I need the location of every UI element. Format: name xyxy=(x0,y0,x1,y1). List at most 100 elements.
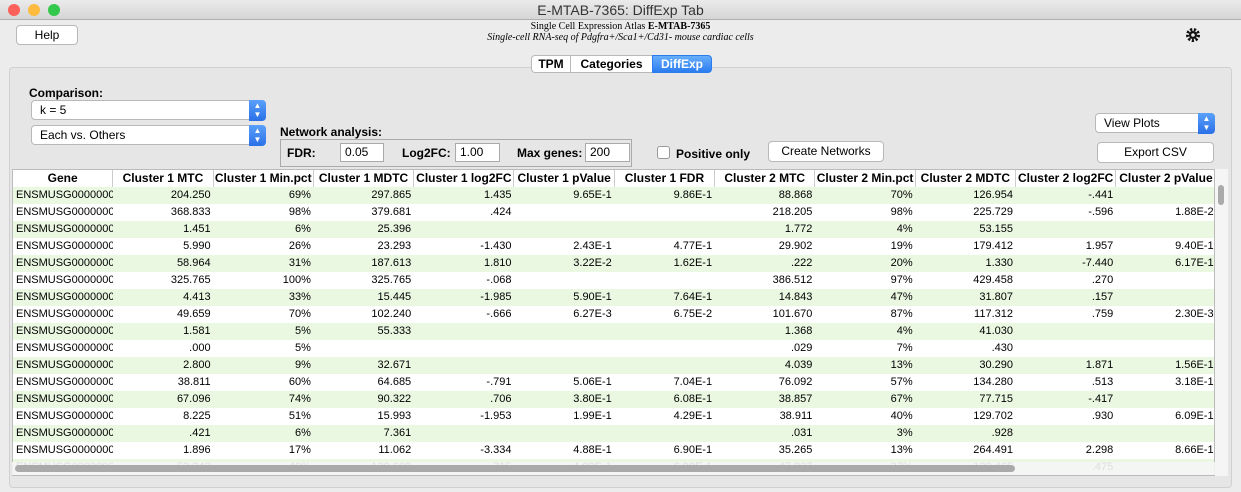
table-cell: 58.964 xyxy=(176,257,211,269)
table-cell: 102.240 xyxy=(371,308,412,320)
table-row xyxy=(13,238,1214,255)
table-cell: 76.092 xyxy=(778,376,813,388)
table-cell: 6.09E-1 xyxy=(1175,410,1214,422)
scroll-thumb[interactable] xyxy=(15,465,1015,472)
column-header: Cluster 2 log2FC xyxy=(1016,170,1117,187)
table-cell: 379.681 xyxy=(371,206,412,218)
table-cell: 70% xyxy=(890,189,913,201)
table-cell: 51% xyxy=(288,410,311,422)
table-cell: 53.155 xyxy=(979,223,1013,235)
table-cell: 32.671 xyxy=(377,359,412,371)
horizontal-scrollbar[interactable] xyxy=(12,462,1215,475)
table-cell: 98% xyxy=(890,206,913,218)
table-cell: 7.361 xyxy=(383,427,412,439)
table-cell: 9% xyxy=(294,359,311,371)
table-cell: 3% xyxy=(896,427,913,439)
header: Single Cell Expression Atlas E-MTAB-7365 xyxy=(0,21,1241,32)
help-button[interactable]: Help xyxy=(16,25,78,45)
table-cell: .031 xyxy=(790,427,813,439)
table-cell: 7.04E-1 xyxy=(673,376,713,388)
table-cell: 1.772 xyxy=(784,223,813,235)
table-cell: -7.440 xyxy=(1082,257,1114,269)
column-header: Cluster 2 pValue xyxy=(1116,170,1214,187)
table-cell: 6.75E-2 xyxy=(673,308,713,320)
fdr-label: FDR: xyxy=(287,146,316,160)
table-cell: 98% xyxy=(288,206,311,218)
table-cell: 1.871 xyxy=(1085,359,1114,371)
table-row xyxy=(13,187,1214,204)
table-cell: 1.62E-1 xyxy=(673,257,713,269)
tab[interactable]: TPM xyxy=(531,55,571,73)
table-cell: .029 xyxy=(790,342,813,354)
table-cell: 1.451 xyxy=(183,223,211,235)
close-button[interactable] xyxy=(8,4,20,16)
table-cell: 67.096 xyxy=(176,393,211,405)
fdr-input[interactable]: 0.05 xyxy=(340,143,384,162)
table-cell: 6.27E-3 xyxy=(573,308,612,320)
table-cell: ENSMUSG0000000... xyxy=(16,376,114,388)
minimize-button[interactable] xyxy=(28,4,40,16)
table-cell: ENSMUSG0000000... xyxy=(16,342,114,354)
table-cell: 70% xyxy=(288,308,311,320)
table-cell: 55.333 xyxy=(377,325,412,337)
table-cell: 77.715 xyxy=(979,393,1013,405)
create-networks-button[interactable]: Create Networks xyxy=(768,141,884,162)
mode-combo[interactable]: Each vs. Others ▲ ▼ xyxy=(31,125,266,146)
table-cell: ENSMUSG0000000... xyxy=(16,410,114,422)
table-cell: 60% xyxy=(288,376,311,388)
table-cell: 38.811 xyxy=(177,376,211,388)
zoom-button[interactable] xyxy=(48,4,60,16)
log2fc-input[interactable]: 1.00 xyxy=(455,143,500,162)
table-row xyxy=(13,340,1214,357)
table-cell: 100% xyxy=(282,274,311,286)
table-cell: 134.280 xyxy=(973,376,1013,388)
view-plots-combo[interactable]: View Plots ▲ ▼ xyxy=(1095,113,1215,134)
table-cell: 7.64E-1 xyxy=(673,291,713,303)
checkbox[interactable] xyxy=(657,146,670,159)
tab-selected[interactable]: DiffExp xyxy=(652,55,712,73)
table-cell: 187.613 xyxy=(371,257,412,269)
settings-icon[interactable] xyxy=(1185,27,1201,43)
table-cell: 11.062 xyxy=(378,444,412,456)
table-cell: 1.88E-2 xyxy=(1175,206,1214,218)
table-cell: 3.18E-1 xyxy=(1175,376,1214,388)
table-cell: ENSMUSG0000000... xyxy=(16,308,114,320)
scroll-thumb[interactable] xyxy=(1218,185,1224,205)
table-cell: 31.807 xyxy=(979,291,1013,303)
max-genes-input[interactable]: 200 xyxy=(585,143,630,162)
table-cell: 5% xyxy=(294,342,311,354)
table-cell: 101.670 xyxy=(772,308,813,320)
table-row xyxy=(13,255,1214,272)
table-cell: 2.43E-1 xyxy=(573,240,612,252)
combo-text: k = 5 xyxy=(40,103,67,117)
table-cell: 1.330 xyxy=(985,257,1013,269)
k-combo[interactable]: k = 5 ▲ ▼ xyxy=(31,100,266,121)
vertical-scrollbar[interactable] xyxy=(1215,169,1228,476)
export-csv-button[interactable]: Export CSV xyxy=(1097,142,1214,163)
table-cell: 26% xyxy=(288,240,311,252)
table-cell: ENSMUSG0000000... xyxy=(16,325,114,337)
table-cell: 35.265 xyxy=(778,444,813,456)
table-cell: 1.99E-1 xyxy=(573,410,612,422)
tab[interactable]: Categories xyxy=(570,55,653,73)
table-cell: ENSMUSG0000000... xyxy=(16,427,114,439)
window-title: E-MTAB-7365: DiffExp Tab xyxy=(537,2,704,18)
table-row xyxy=(13,272,1214,289)
table-row xyxy=(13,442,1214,459)
table-cell: 1.957 xyxy=(1085,240,1114,252)
accession: E-MTAB-7365 xyxy=(647,21,711,32)
table-cell: -.666 xyxy=(486,308,512,320)
table-cell: ENSMUSG0000000... xyxy=(16,359,114,371)
table-cell: -.596 xyxy=(1088,206,1114,218)
table-cell: 5.90E-1 xyxy=(573,291,612,303)
comparison-label: Comparison: xyxy=(29,86,104,100)
table-cell: 87% xyxy=(890,308,913,320)
table-cell: 129.702 xyxy=(973,410,1013,422)
table-row xyxy=(13,204,1214,221)
table-cell: 225.729 xyxy=(973,206,1013,218)
table-cell: 4.88E-1 xyxy=(573,444,612,456)
table-cell: 5% xyxy=(294,325,311,337)
positive-only-label[interactable]: Positive only xyxy=(676,147,751,161)
table-cell: 297.865 xyxy=(371,189,412,201)
